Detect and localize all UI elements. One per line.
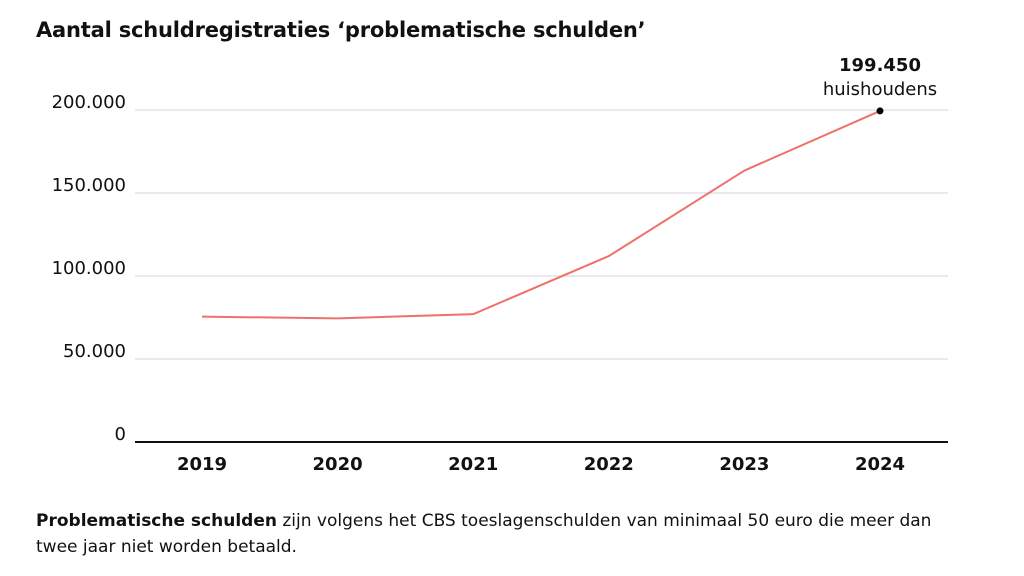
x-tick-label: 2024 bbox=[855, 454, 905, 475]
line-chart: 0 50.000 100.000 150.000 200.000 2019 2020 2021… bbox=[52, 55, 948, 475]
y-tick-label: 100.000 bbox=[52, 258, 126, 279]
y-tick-label: 150.000 bbox=[52, 175, 126, 196]
y-tick-label: 50.000 bbox=[63, 341, 126, 362]
x-tick-label: 2022 bbox=[584, 454, 634, 475]
series-line bbox=[201, 109, 881, 320]
annotation-value: 199.450 bbox=[839, 55, 921, 76]
x-tick-label: 2019 bbox=[177, 454, 227, 475]
y-tick-label: 0 bbox=[115, 424, 126, 445]
footnote: Problematische schulden zijn volgens het… bbox=[36, 508, 936, 560]
footnote-text: zijn volgens het CBS toeslagenschulden v… bbox=[36, 511, 932, 557]
chart-title: Aantal schuldregistraties ‘problematisch… bbox=[36, 18, 646, 42]
x-tick-label: 2020 bbox=[313, 454, 363, 475]
y-tick-label: 200.000 bbox=[52, 92, 126, 113]
annotation-marker bbox=[876, 107, 884, 115]
annotation-unit: huishoudens bbox=[823, 79, 937, 100]
footnote-term: Problematische schulden bbox=[36, 511, 277, 531]
x-tick-label: 2021 bbox=[448, 454, 498, 475]
x-tick-label: 2023 bbox=[719, 454, 769, 475]
